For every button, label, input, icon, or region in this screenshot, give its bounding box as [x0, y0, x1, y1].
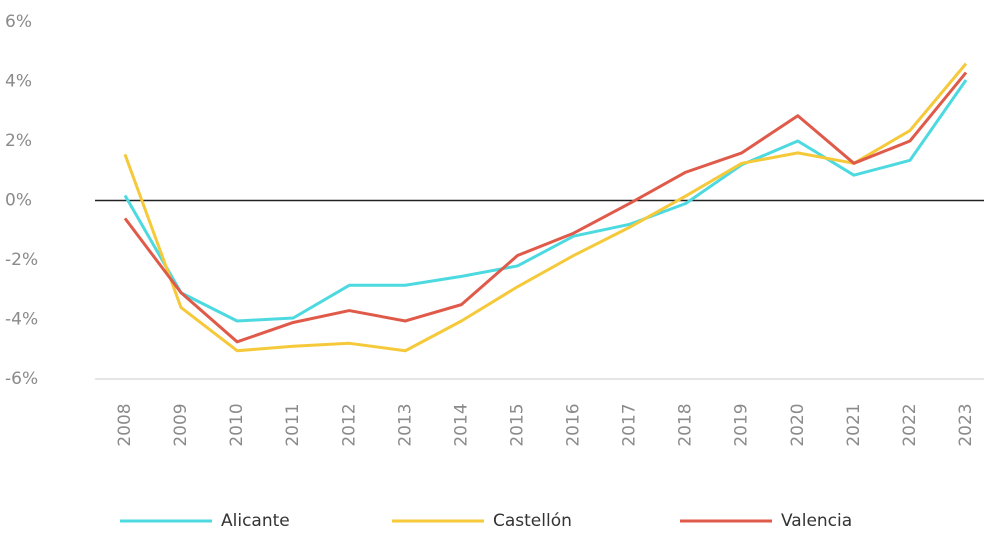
- x-tick-label: 2008: [115, 403, 135, 446]
- x-tick-label: 2022: [900, 403, 920, 446]
- x-tick-label: 2009: [171, 403, 191, 446]
- y-tick-label: 0%: [5, 191, 32, 211]
- x-tick-label: 2019: [732, 403, 752, 446]
- x-tick-label: 2023: [956, 403, 976, 446]
- x-tick-label: 2014: [451, 403, 471, 446]
- x-tick-label: 2016: [564, 403, 584, 446]
- x-tick-label: 2021: [844, 403, 864, 446]
- x-tick-label: 2013: [395, 403, 415, 446]
- series-line: [123, 62, 968, 353]
- x-tick-label: 2011: [283, 403, 303, 446]
- y-tick-label: -2%: [5, 250, 38, 270]
- x-tick-label: 2020: [788, 403, 808, 446]
- legend-label: Valencia: [781, 511, 852, 531]
- y-tick-label: 6%: [5, 12, 32, 32]
- y-tick-label: 4%: [5, 72, 32, 92]
- y-tick-label: -6%: [5, 369, 38, 389]
- legend-label: Castellón: [493, 511, 572, 531]
- legend-label: Alicante: [221, 511, 290, 531]
- x-tick-label: 2015: [507, 403, 527, 446]
- x-tick-label: 2018: [676, 403, 696, 446]
- y-tick-label: 2%: [5, 131, 32, 151]
- x-tick-label: 2017: [620, 403, 640, 446]
- series-line: [123, 71, 968, 344]
- x-tick-label: 2010: [227, 403, 247, 446]
- y-tick-label: -4%: [5, 310, 38, 330]
- x-tick-label: 2012: [339, 403, 359, 446]
